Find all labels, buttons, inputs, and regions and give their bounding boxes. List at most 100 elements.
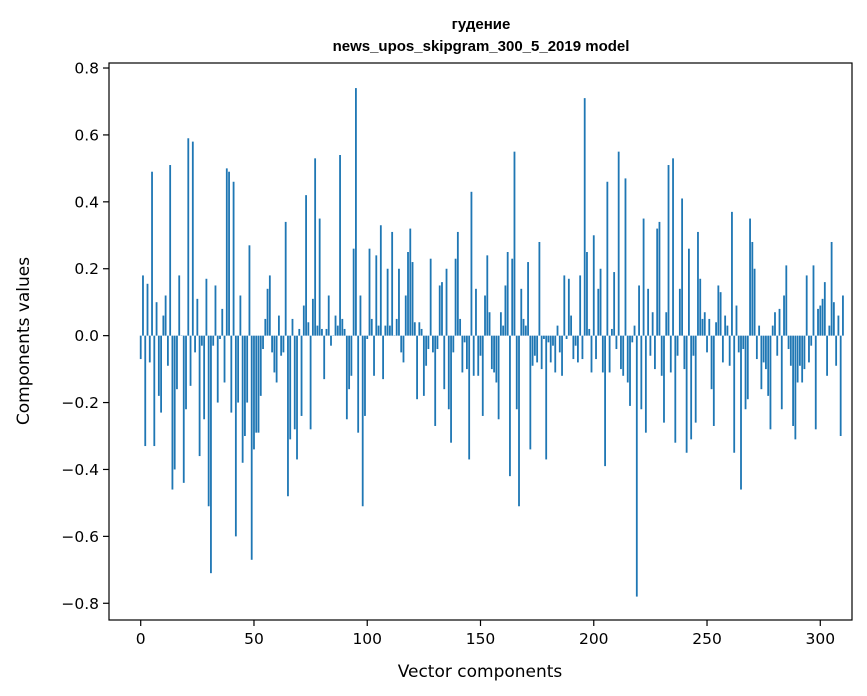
bar <box>808 335 810 363</box>
bar <box>311 298 314 336</box>
bar <box>359 295 362 336</box>
bar <box>760 335 763 390</box>
bar <box>769 335 772 430</box>
bar <box>142 275 144 336</box>
x-tick-label: 200 <box>579 630 609 648</box>
bar <box>543 335 545 339</box>
bar <box>157 335 160 396</box>
bar <box>271 335 273 353</box>
bar <box>570 315 573 336</box>
bar <box>307 322 310 336</box>
bar <box>540 335 543 370</box>
bar <box>293 335 296 430</box>
bar <box>277 315 280 336</box>
bar <box>459 318 462 336</box>
bar <box>606 181 609 336</box>
bar <box>438 285 441 336</box>
x-axis-ticks: 0 50 100 150 200 250 300 <box>136 620 835 648</box>
bar <box>699 278 702 336</box>
bar <box>409 228 412 336</box>
bar <box>626 335 629 383</box>
bar <box>524 325 527 336</box>
bar <box>837 315 840 336</box>
bar <box>683 335 686 370</box>
y-tick-label: 0.4 <box>74 193 99 211</box>
bar <box>228 171 230 336</box>
bar <box>810 335 813 346</box>
bar <box>398 268 400 336</box>
bar <box>642 218 645 336</box>
bar <box>712 335 715 426</box>
bar <box>241 335 244 463</box>
bar <box>688 248 690 336</box>
bar <box>830 241 833 336</box>
bar <box>432 335 434 353</box>
bar <box>223 335 226 383</box>
bar <box>812 265 815 336</box>
bar <box>490 335 493 370</box>
bar <box>488 312 491 336</box>
bar <box>586 252 588 336</box>
bar <box>330 335 332 346</box>
bar <box>479 335 482 356</box>
bar <box>579 275 582 336</box>
bar <box>176 335 178 390</box>
bar <box>581 335 584 360</box>
x-tick-label: 150 <box>466 630 496 648</box>
bar <box>434 335 437 426</box>
bar <box>518 335 520 507</box>
bar <box>416 335 418 400</box>
bar <box>678 288 681 336</box>
bar <box>239 295 242 336</box>
bar <box>826 335 828 376</box>
bar <box>445 268 448 336</box>
bar <box>726 325 729 336</box>
bar <box>341 318 344 336</box>
bar <box>255 335 258 433</box>
chart-title-line1: гудение <box>452 16 511 33</box>
bar <box>212 335 215 346</box>
bar <box>506 252 509 336</box>
bar <box>205 278 208 336</box>
bar <box>644 335 647 433</box>
bar <box>373 335 375 376</box>
bar <box>339 155 341 336</box>
bar <box>554 335 557 373</box>
bar <box>450 335 452 443</box>
bar <box>767 335 770 396</box>
bar <box>463 335 466 343</box>
bar <box>191 141 194 336</box>
bar <box>744 335 747 410</box>
bar <box>703 312 706 336</box>
bar <box>189 335 192 386</box>
bar <box>561 335 563 376</box>
bar <box>608 335 611 373</box>
bar <box>527 262 529 336</box>
bar <box>597 288 600 336</box>
bar <box>230 335 233 413</box>
bar <box>486 255 489 336</box>
bar <box>334 315 337 336</box>
bar <box>477 335 480 376</box>
bar <box>715 322 717 336</box>
bar <box>461 335 464 373</box>
bar <box>343 328 346 336</box>
bar <box>244 335 246 437</box>
bar <box>814 335 817 430</box>
bar <box>302 305 305 336</box>
bar <box>420 328 423 336</box>
bar <box>296 335 298 460</box>
bar <box>721 335 724 363</box>
bar <box>160 335 162 413</box>
bar <box>187 138 190 336</box>
bar <box>391 231 394 336</box>
bar <box>456 231 459 336</box>
bar <box>520 288 523 336</box>
bar <box>357 335 360 433</box>
bar <box>792 335 795 426</box>
bar <box>366 335 369 339</box>
bar <box>776 335 779 356</box>
bar <box>839 335 842 437</box>
bar <box>350 335 353 376</box>
plot-frame <box>108 62 853 621</box>
